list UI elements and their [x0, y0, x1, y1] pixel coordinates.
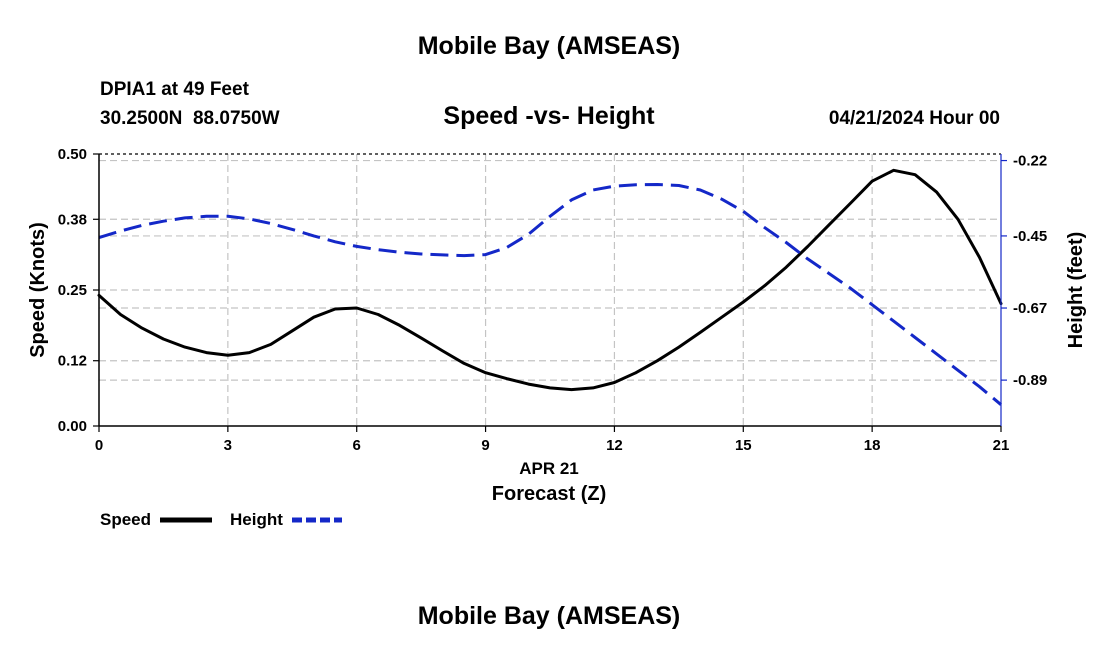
grid: [99, 154, 1001, 426]
y-axis-right-label: Height (feet): [1065, 232, 1087, 349]
x-tick-label-3: 3: [224, 437, 232, 454]
legend-speed-label: Speed: [100, 510, 151, 529]
legend-height-label: Height: [230, 510, 283, 529]
x-tick-label-15: 15: [735, 437, 752, 454]
y-right-tick-label--0.22: -0.22: [1013, 153, 1047, 170]
station-coordinates: 30.2500N 88.0750W: [100, 108, 280, 129]
y-left-tick-label-0.12: 0.12: [58, 353, 87, 370]
chart-subtitle: Speed -vs- Height: [443, 102, 655, 130]
height-series-line: [98, 183, 1002, 406]
x-tick-label-0: 0: [95, 437, 103, 454]
x-tick-label-6: 6: [353, 437, 361, 454]
series-lines: [97, 168, 1003, 406]
footer-title: Mobile Bay (AMSEAS): [418, 602, 681, 630]
x-tick-label-9: 9: [481, 437, 489, 454]
y-axis-left-label: Speed (Knots): [27, 222, 49, 358]
y-left-tick-label-0.25: 0.25: [58, 282, 87, 299]
y-left-tick-label-0.50: 0.50: [58, 146, 87, 163]
y-right-tick-label--0.67: -0.67: [1013, 300, 1047, 317]
y-right-tick-label--0.45: -0.45: [1013, 228, 1047, 245]
x-tick-label-18: 18: [864, 437, 881, 454]
x-axis-date-label: APR 21: [519, 459, 579, 478]
x-axis-label: Forecast (Z): [492, 483, 606, 505]
x-tick-label-12: 12: [606, 437, 623, 454]
y-right-tick-label--0.89: -0.89: [1013, 372, 1047, 389]
x-tick-label-21: 21: [993, 437, 1010, 454]
station-name: DPIA1 at 49 Feet: [100, 79, 250, 100]
y-left-tick-label-0.00: 0.00: [58, 418, 87, 435]
forecast-datetime: 04/21/2024 Hour 00: [829, 108, 1000, 129]
legend: Speed Height: [100, 510, 342, 529]
axis-ticks: 0 3 6 9 12 15 18 21 0.00 0.12 0.25 0.38 0.50 -0.22 -0.…: [58, 146, 1047, 454]
y-left-tick-label-0.38: 0.38: [58, 211, 87, 228]
speed-series-line: [97, 168, 1003, 392]
chart-title: Mobile Bay (AMSEAS): [418, 32, 681, 60]
